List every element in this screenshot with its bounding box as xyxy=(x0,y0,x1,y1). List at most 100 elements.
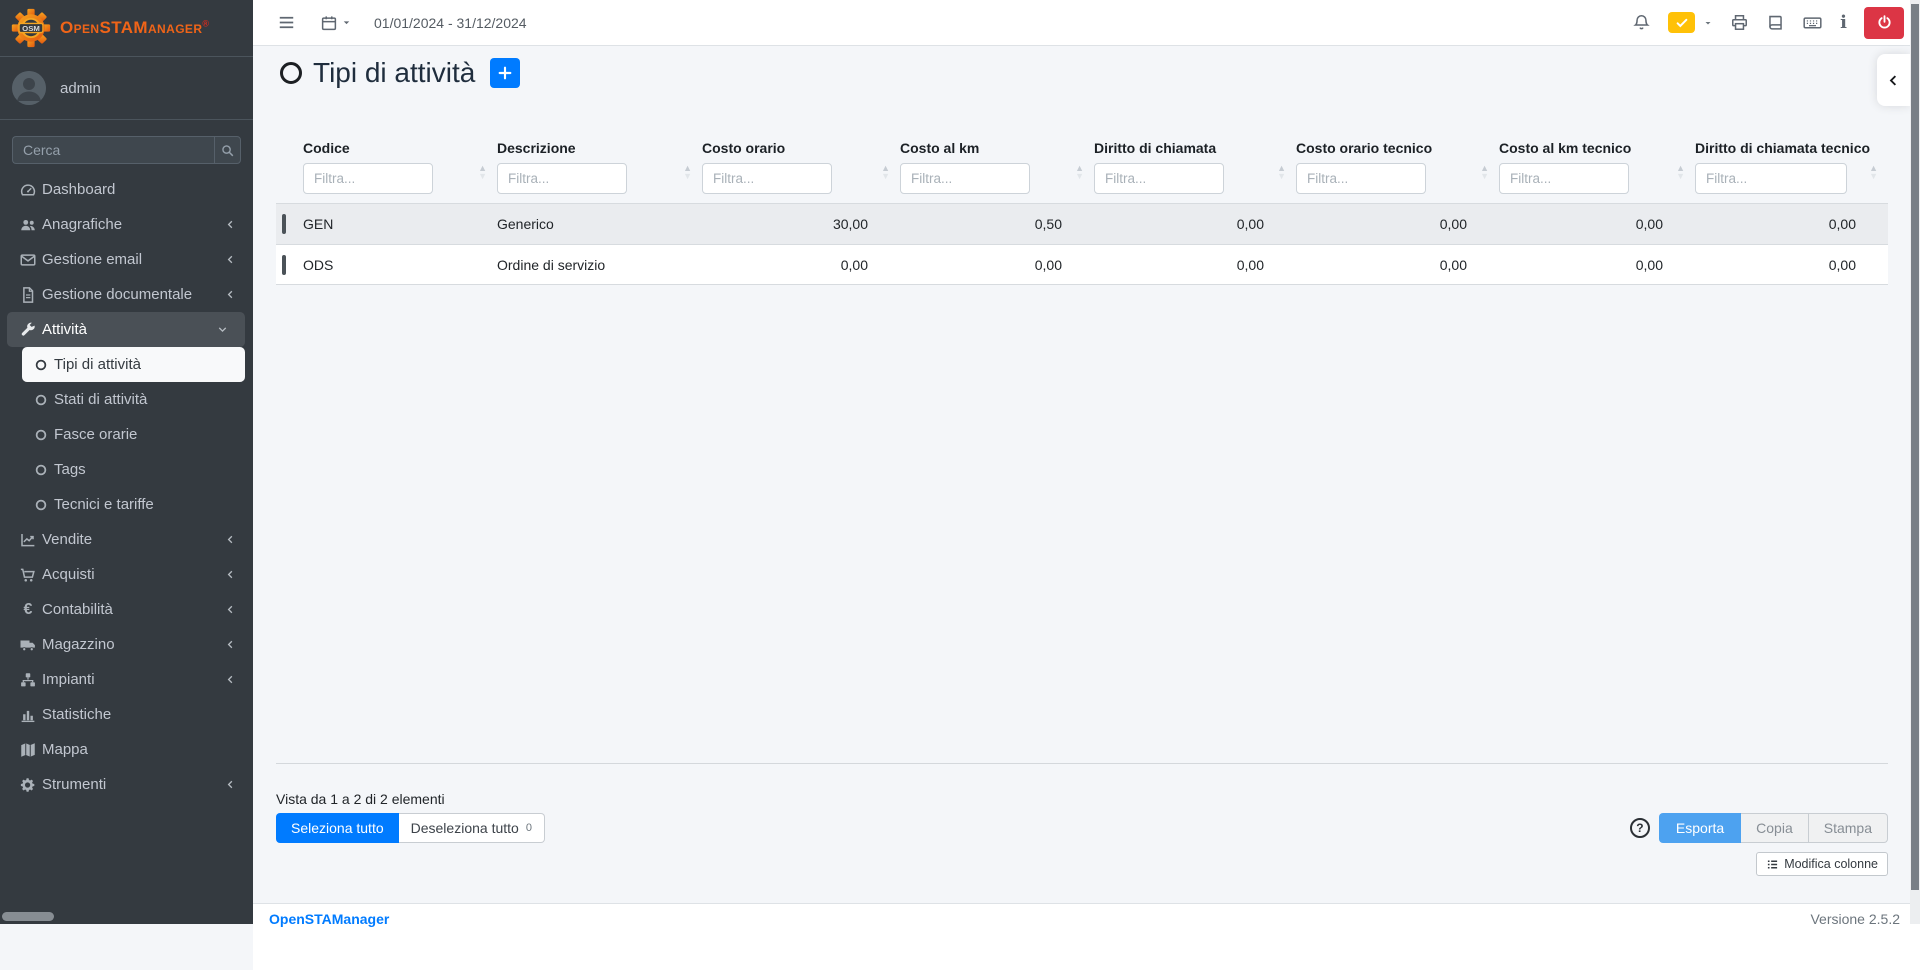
page-scrollbar-thumb[interactable] xyxy=(1911,4,1919,890)
info-icon[interactable]: i xyxy=(1840,12,1847,33)
sidebar-item-gestione-email[interactable]: Gestione email xyxy=(0,242,253,277)
date-range-picker[interactable] xyxy=(320,14,352,32)
filter-input-diritto-di-chiamata-tecnico[interactable] xyxy=(1695,163,1847,194)
right-panel-toggle[interactable] xyxy=(1877,54,1910,106)
row-checkbox[interactable] xyxy=(282,255,286,275)
status-check-button[interactable] xyxy=(1668,12,1695,33)
filter-input-costo-al-km[interactable] xyxy=(900,163,1030,194)
brand-link[interactable]: OSM OpenSTAManager® xyxy=(0,0,253,57)
sort-arrows-icon[interactable]: ▲▼ xyxy=(478,164,487,180)
sidebar-item-statistiche[interactable]: Statistiche xyxy=(0,697,253,732)
sidebar-item-impianti[interactable]: Impianti xyxy=(0,662,253,697)
cell-descrizione: Generico xyxy=(497,216,702,232)
submenu-item-tipi-di-attivita[interactable]: Tipi di attività xyxy=(22,347,245,382)
sort-arrows-icon[interactable]: ▲▼ xyxy=(1676,164,1685,180)
sidebar-item-magazzino[interactable]: Magazzino xyxy=(0,627,253,662)
user-panel[interactable]: admin xyxy=(0,57,253,120)
deselect-all-button[interactable]: Deseleziona tutto 0 xyxy=(399,813,545,843)
column-header-checkbox xyxy=(276,140,303,194)
copy-button[interactable]: Copia xyxy=(1741,813,1809,843)
chevron-left-icon xyxy=(224,288,237,301)
table-row[interactable]: ODS Ordine di servizio 0,00 0,00 0,00 0,… xyxy=(276,244,1888,285)
sidebar-item-vendite[interactable]: Vendite xyxy=(0,522,253,557)
notifications-bell-icon[interactable] xyxy=(1632,13,1651,32)
export-button[interactable]: Esporta xyxy=(1659,813,1741,843)
help-icon[interactable]: ? xyxy=(1630,818,1650,838)
sidebar-item-gestione-documentale[interactable]: Gestione documentale xyxy=(0,277,253,312)
cell-diritto-di-chiamata: 0,00 xyxy=(1094,257,1296,273)
sidebar-item-contabilita[interactable]: € Contabilità xyxy=(0,592,253,627)
user-avatar xyxy=(12,71,46,105)
column-list-icon xyxy=(1766,858,1779,871)
column-header-descrizione: Descrizione ▲▼ xyxy=(497,140,702,194)
manual-book-icon[interactable] xyxy=(1766,13,1785,32)
registered-mark: ® xyxy=(202,18,209,28)
row-checkbox[interactable] xyxy=(282,214,286,234)
submenu-item-tags[interactable]: Tags xyxy=(0,452,253,487)
table-row[interactable]: GEN Generico 30,00 0,50 0,00 0,00 0,00 0… xyxy=(276,203,1888,244)
logout-power-button[interactable] xyxy=(1864,7,1904,39)
sidebar-scrollbar-thumb[interactable] xyxy=(2,912,54,921)
print-button[interactable]: Stampa xyxy=(1809,813,1888,843)
keyboard-shortcuts-icon[interactable] xyxy=(1802,12,1823,33)
filter-input-codice[interactable] xyxy=(303,163,433,194)
table-bottom-border xyxy=(276,763,1888,764)
table-header-row: Codice ▲▼ Descrizione ▲▼ Costo orario ▲▼… xyxy=(276,140,1888,194)
filter-input-costo-orario[interactable] xyxy=(702,163,832,194)
cell-costo-al-km: 0,50 xyxy=(900,216,1094,232)
select-all-button[interactable]: Seleziona tutto xyxy=(276,813,399,843)
caret-down-icon[interactable] xyxy=(1703,18,1713,28)
page-title: Tipi di attività xyxy=(313,57,475,89)
sort-arrows-icon[interactable]: ▲▼ xyxy=(1075,164,1084,180)
hamburger-menu-icon[interactable] xyxy=(277,13,296,32)
sidebar-item-anagrafiche[interactable]: Anagrafiche xyxy=(0,207,253,242)
sidebar-item-acquisti[interactable]: Acquisti xyxy=(0,557,253,592)
sort-arrows-icon[interactable]: ▲▼ xyxy=(1869,164,1878,180)
submenu-item-tecnici-e-tariffe[interactable]: Tecnici e tariffe xyxy=(0,487,253,522)
wrench-icon xyxy=(19,321,37,339)
edit-columns-button[interactable]: Modifica colonne xyxy=(1756,852,1888,876)
sidebar-search xyxy=(12,136,241,164)
connected-blocks-icon xyxy=(19,671,37,689)
chevron-left-icon xyxy=(1886,73,1901,88)
filter-input-diritto-di-chiamata[interactable] xyxy=(1094,163,1224,194)
search-button[interactable] xyxy=(214,136,241,164)
page-scrollbar[interactable] xyxy=(1910,0,1920,924)
topbar: 01/01/2024 - 31/12/2024 i xyxy=(253,0,1920,46)
submenu-item-fasce-orarie[interactable]: Fasce orarie xyxy=(0,417,253,452)
sort-arrows-icon[interactable]: ▲▼ xyxy=(1480,164,1489,180)
column-header-costo-al-km: Costo al km ▲▼ xyxy=(900,140,1094,194)
sidebar-item-dashboard[interactable]: Dashboard xyxy=(0,172,253,207)
chevron-left-icon xyxy=(224,218,237,231)
sort-arrows-icon[interactable]: ▲▼ xyxy=(683,164,692,180)
circle-icon xyxy=(33,497,48,512)
search-input[interactable] xyxy=(12,136,214,164)
column-header-costo-orario: Costo orario ▲▼ xyxy=(702,140,900,194)
sort-arrows-icon[interactable]: ▲▼ xyxy=(1277,164,1286,180)
print-icon[interactable] xyxy=(1730,13,1749,32)
filter-input-costo-orario-tecnico[interactable] xyxy=(1296,163,1426,194)
circle-icon xyxy=(33,357,48,372)
cell-descrizione: Ordine di servizio xyxy=(497,257,702,273)
map-icon xyxy=(19,741,37,759)
date-range-label[interactable]: 01/01/2024 - 31/12/2024 xyxy=(374,15,527,31)
submenu-item-stati-di-attivita[interactable]: Stati di attività xyxy=(0,382,253,417)
footer-brand-link[interactable]: OpenSTAManager xyxy=(269,911,389,970)
calendar-icon xyxy=(320,14,338,32)
gear-icon xyxy=(19,776,37,794)
sidebar-item-mappa[interactable]: Mappa xyxy=(0,732,253,767)
add-record-button[interactable] xyxy=(490,58,520,88)
sidebar-item-strumenti[interactable]: Strumenti xyxy=(0,767,253,802)
truck-icon xyxy=(19,636,37,654)
cell-diritto-di-chiamata-tecnico: 0,00 xyxy=(1695,257,1888,273)
module-circle-icon xyxy=(280,62,302,84)
circle-icon xyxy=(33,427,48,442)
sidebar-nav: Dashboard Anagrafiche Gestione email Ges… xyxy=(0,172,253,802)
sidebar-item-attivita[interactable]: Attività xyxy=(7,312,245,347)
filter-input-costo-al-km-tecnico[interactable] xyxy=(1499,163,1629,194)
filter-input-descrizione[interactable] xyxy=(497,163,627,194)
brand-logo-osm-text: OSM xyxy=(22,24,40,33)
chevron-down-icon xyxy=(216,323,229,336)
tachometer-icon xyxy=(19,181,37,199)
sort-arrows-icon[interactable]: ▲▼ xyxy=(881,164,890,180)
